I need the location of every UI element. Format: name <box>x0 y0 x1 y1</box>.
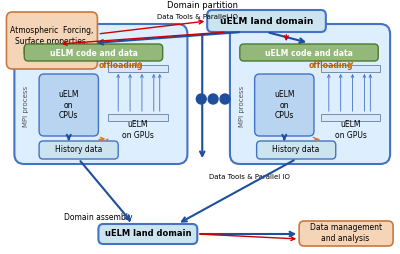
Text: offloading: offloading <box>99 61 144 71</box>
Text: History data: History data <box>272 146 320 154</box>
FancyBboxPatch shape <box>6 12 98 69</box>
Bar <box>108 65 168 72</box>
Text: uELM code and data: uELM code and data <box>265 49 353 57</box>
Text: uELM
on GPUs: uELM on GPUs <box>122 120 154 140</box>
Text: Data management
and analysis: Data management and analysis <box>310 223 382 243</box>
Text: uELM land domain: uELM land domain <box>105 230 191 239</box>
Text: uELM
on
CPUs: uELM on CPUs <box>274 90 294 120</box>
Bar <box>108 114 168 121</box>
Bar <box>321 65 380 72</box>
Text: uELM
on
CPUs: uELM on CPUs <box>58 90 79 120</box>
Text: Atmospheric  Forcing,
Surface properties,
Land use, et al.: Atmospheric Forcing, Surface properties,… <box>10 26 94 56</box>
FancyBboxPatch shape <box>255 74 314 136</box>
Text: History data: History data <box>55 146 102 154</box>
FancyBboxPatch shape <box>240 44 378 61</box>
Text: Data Tools & Parallel IO: Data Tools & Parallel IO <box>157 14 238 20</box>
FancyBboxPatch shape <box>299 221 393 246</box>
FancyBboxPatch shape <box>39 74 98 136</box>
Text: Domain partition: Domain partition <box>167 2 238 10</box>
Text: Data Tools & Parallel IO: Data Tools & Parallel IO <box>209 174 290 180</box>
Circle shape <box>220 94 230 104</box>
Text: offloading: offloading <box>308 61 353 71</box>
FancyBboxPatch shape <box>207 10 326 32</box>
Bar <box>321 114 380 121</box>
FancyBboxPatch shape <box>39 141 118 159</box>
FancyBboxPatch shape <box>14 24 188 164</box>
Text: uELM
on GPUs: uELM on GPUs <box>335 120 366 140</box>
Text: uELM code and data: uELM code and data <box>50 49 138 57</box>
Circle shape <box>208 94 218 104</box>
FancyBboxPatch shape <box>98 224 197 244</box>
Circle shape <box>196 94 206 104</box>
Text: MPI process: MPI process <box>239 85 245 126</box>
FancyBboxPatch shape <box>24 44 163 61</box>
Text: MPI process: MPI process <box>23 85 29 126</box>
Text: Domain assembly: Domain assembly <box>64 213 133 221</box>
FancyBboxPatch shape <box>230 24 390 164</box>
FancyBboxPatch shape <box>257 141 336 159</box>
Text: uELM land domain: uELM land domain <box>220 17 313 25</box>
